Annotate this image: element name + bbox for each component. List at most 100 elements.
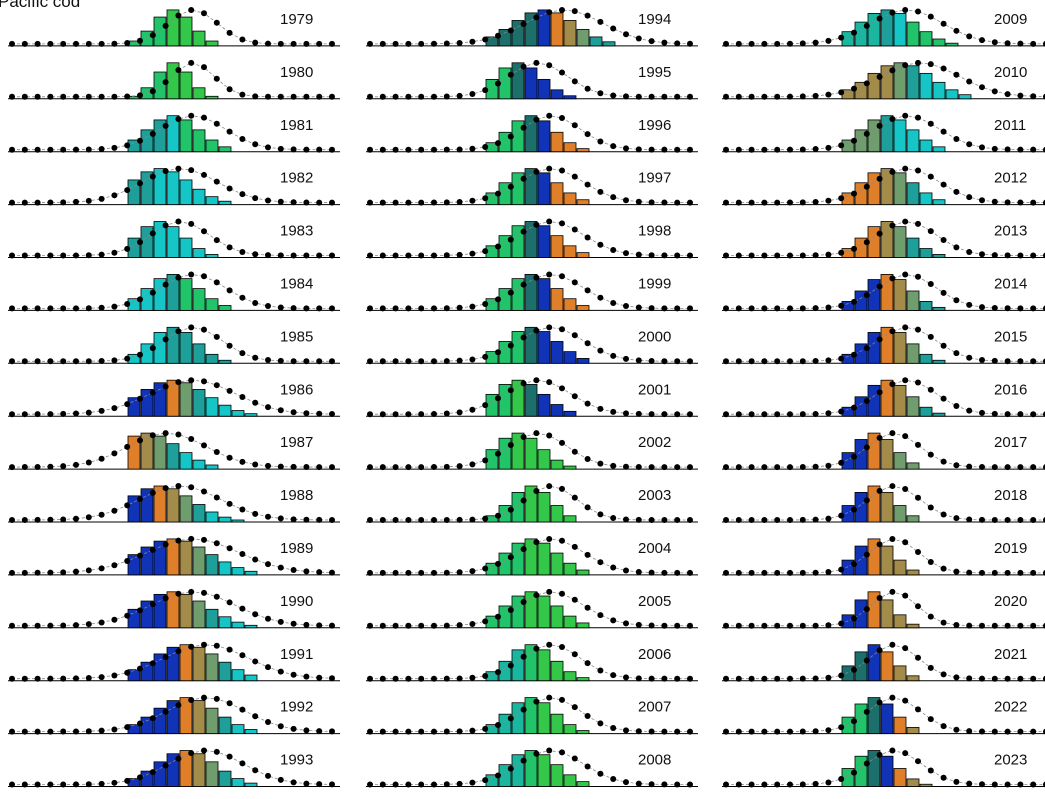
- data-point: [748, 305, 755, 312]
- bar: [524, 326, 538, 364]
- data-point: [1004, 516, 1011, 523]
- data-point: [927, 173, 934, 180]
- data-point: [1017, 199, 1024, 206]
- data-point: [392, 781, 399, 788]
- data-point: [546, 9, 553, 16]
- panel-year-label: 1980: [280, 64, 313, 81]
- data-point: [175, 755, 182, 762]
- data-point: [915, 220, 921, 227]
- data-point: [520, 175, 527, 182]
- data-point: [966, 516, 973, 523]
- data-point: [940, 723, 947, 730]
- data-point: [597, 138, 604, 145]
- data-point: [953, 778, 960, 785]
- data-point: [953, 622, 960, 629]
- data-point: [559, 6, 565, 13]
- bar: [880, 221, 894, 258]
- data-point: [277, 564, 284, 571]
- data-point: [175, 702, 182, 709]
- data-point: [635, 621, 642, 628]
- data-point: [456, 622, 463, 629]
- data-point: [124, 93, 131, 100]
- panel-2018: 2018: [722, 483, 1045, 523]
- bar: [906, 462, 920, 470]
- data-point: [456, 780, 463, 787]
- data-point: [73, 358, 79, 365]
- data-point: [201, 641, 207, 648]
- bar: [231, 669, 245, 682]
- data-point: [175, 12, 182, 19]
- bar: [880, 273, 894, 311]
- bar: [537, 172, 551, 205]
- data-point: [876, 647, 883, 654]
- data-point: [137, 607, 143, 614]
- data-point: [137, 137, 143, 144]
- data-point: [571, 448, 578, 455]
- data-point: [584, 287, 591, 294]
- data-point: [774, 40, 781, 47]
- data-point: [162, 485, 169, 492]
- data-point: [674, 252, 681, 259]
- data-point: [735, 728, 742, 735]
- bar: [153, 593, 167, 629]
- data-point: [60, 728, 67, 735]
- bar: [205, 298, 219, 311]
- data-point: [418, 569, 425, 576]
- data-point: [774, 781, 781, 788]
- data-point: [876, 541, 883, 548]
- data-point: [507, 71, 514, 78]
- data-point: [303, 621, 310, 628]
- bar: [906, 726, 920, 735]
- data-point: [316, 410, 323, 417]
- data-point: [687, 675, 693, 682]
- data-point: [443, 358, 450, 365]
- data-point: [290, 305, 297, 312]
- fit-line: [11, 485, 333, 521]
- data-point: [635, 410, 642, 417]
- data-point: [559, 590, 565, 597]
- data-point: [584, 85, 591, 92]
- bar: [550, 605, 564, 629]
- bar: [563, 245, 577, 258]
- bar: [550, 764, 564, 787]
- data-point: [47, 569, 54, 576]
- data-point: [265, 93, 271, 100]
- data-point: [507, 606, 514, 613]
- data-point: [495, 772, 501, 779]
- data-point: [915, 379, 921, 386]
- data-point: [303, 410, 310, 417]
- data-point: [635, 569, 642, 576]
- data-point: [137, 395, 143, 402]
- data-point: [546, 324, 553, 331]
- data-point: [559, 115, 565, 122]
- bar: [524, 273, 538, 311]
- data-point: [507, 662, 514, 669]
- data-point: [687, 146, 693, 153]
- data-point: [863, 183, 870, 190]
- data-point: [915, 114, 921, 121]
- panel-year-label: 2006: [638, 646, 671, 663]
- data-point: [456, 569, 463, 576]
- bar: [218, 516, 232, 523]
- data-point: [379, 40, 386, 47]
- data-point: [1017, 411, 1024, 418]
- bar: [563, 351, 577, 364]
- data-point: [175, 483, 182, 490]
- data-point: [825, 674, 832, 681]
- data-point: [915, 59, 921, 66]
- data-point: [610, 515, 617, 522]
- data-point: [761, 305, 768, 312]
- data-point: [316, 728, 323, 735]
- data-point: [201, 747, 207, 754]
- data-point: [559, 696, 565, 703]
- data-point: [47, 728, 54, 735]
- data-point: [137, 351, 143, 358]
- data-point: [787, 464, 793, 471]
- data-point: [966, 675, 973, 682]
- data-point: [213, 382, 220, 389]
- data-point: [290, 40, 297, 47]
- data-point: [902, 539, 909, 546]
- data-point: [188, 377, 195, 384]
- data-point: [495, 669, 501, 676]
